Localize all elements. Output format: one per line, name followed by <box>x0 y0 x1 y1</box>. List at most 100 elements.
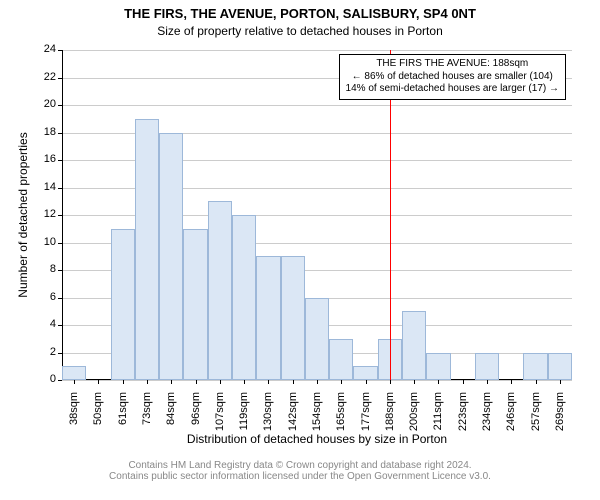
xtick-label: 154sqm <box>311 392 323 442</box>
ytick-label: 12 <box>32 208 56 220</box>
xtick-mark <box>463 380 464 384</box>
xtick-mark <box>366 380 367 384</box>
ytick-mark <box>58 353 62 354</box>
xtick-label: 211sqm <box>432 392 444 442</box>
y-axis-line <box>62 50 63 380</box>
xtick-label: 119sqm <box>238 392 250 442</box>
bar <box>475 353 499 381</box>
xtick-mark <box>268 380 269 384</box>
grid-line <box>62 105 572 106</box>
ytick-label: 6 <box>32 291 56 303</box>
xtick-label: 61sqm <box>117 392 129 442</box>
xtick-label: 142sqm <box>287 392 299 442</box>
ytick-mark <box>58 215 62 216</box>
bar <box>256 256 280 380</box>
xtick-label: 50sqm <box>92 392 104 442</box>
bar <box>548 353 572 381</box>
bar <box>159 133 183 381</box>
footer-line2: Contains public sector information licen… <box>0 471 600 482</box>
annotation-line1: THE FIRS THE AVENUE: 188sqm <box>346 58 559 71</box>
ytick-label: 4 <box>32 318 56 330</box>
ytick-label: 20 <box>32 98 56 110</box>
ytick-mark <box>58 160 62 161</box>
xtick-label: 234sqm <box>481 392 493 442</box>
xtick-label: 223sqm <box>457 392 469 442</box>
bar <box>183 229 207 380</box>
annotation-box: THE FIRS THE AVENUE: 188sqm ← 86% of det… <box>339 54 566 100</box>
chart-title: THE FIRS, THE AVENUE, PORTON, SALISBURY,… <box>0 6 600 21</box>
grid-line <box>62 50 572 51</box>
annotation-line2: ← 86% of detached houses are smaller (10… <box>346 71 559 84</box>
xtick-mark <box>74 380 75 384</box>
xtick-mark <box>196 380 197 384</box>
y-axis-label: Number of detached properties <box>16 50 30 380</box>
ytick-mark <box>58 325 62 326</box>
xtick-label: 246sqm <box>505 392 517 442</box>
ytick-mark <box>58 78 62 79</box>
xtick-mark <box>390 380 391 384</box>
chart-subtitle: Size of property relative to detached ho… <box>0 24 600 38</box>
xtick-label: 200sqm <box>408 392 420 442</box>
xtick-mark <box>293 380 294 384</box>
xtick-label: 257sqm <box>530 392 542 442</box>
ytick-mark <box>58 243 62 244</box>
chart-container: { "chart": { "type": "histogram", "title… <box>0 0 600 500</box>
bar <box>135 119 159 380</box>
ytick-mark <box>58 188 62 189</box>
xtick-mark <box>560 380 561 384</box>
bar <box>426 353 450 381</box>
ytick-label: 14 <box>32 181 56 193</box>
ytick-mark <box>58 50 62 51</box>
xtick-label: 177sqm <box>360 392 372 442</box>
xtick-mark <box>244 380 245 384</box>
ytick-label: 8 <box>32 263 56 275</box>
ytick-mark <box>58 133 62 134</box>
xtick-mark <box>341 380 342 384</box>
xtick-mark <box>438 380 439 384</box>
xtick-label: 73sqm <box>141 392 153 442</box>
bar <box>232 215 256 380</box>
xtick-label: 130sqm <box>262 392 274 442</box>
xtick-label: 84sqm <box>165 392 177 442</box>
annotation-line3: 14% of semi-detached houses are larger (… <box>346 83 559 96</box>
bar <box>305 298 329 381</box>
ytick-label: 22 <box>32 71 56 83</box>
xtick-label: 269sqm <box>554 392 566 442</box>
xtick-mark <box>487 380 488 384</box>
bar <box>353 366 377 380</box>
xtick-mark <box>536 380 537 384</box>
bar <box>281 256 305 380</box>
bar <box>62 366 86 380</box>
ytick-mark <box>58 270 62 271</box>
ytick-label: 2 <box>32 346 56 358</box>
footer: Contains HM Land Registry data © Crown c… <box>0 460 600 482</box>
ytick-mark <box>58 380 62 381</box>
xtick-label: 38sqm <box>68 392 80 442</box>
xtick-mark <box>414 380 415 384</box>
ytick-mark <box>58 298 62 299</box>
xtick-mark <box>171 380 172 384</box>
xtick-label: 96sqm <box>190 392 202 442</box>
bar <box>523 353 547 381</box>
xtick-mark <box>98 380 99 384</box>
bar <box>208 201 232 380</box>
bar <box>329 339 353 380</box>
ytick-label: 0 <box>32 373 56 385</box>
ytick-label: 10 <box>32 236 56 248</box>
ytick-label: 18 <box>32 126 56 138</box>
plot-area: THE FIRS THE AVENUE: 188sqm ← 86% of det… <box>62 50 572 380</box>
xtick-mark <box>220 380 221 384</box>
ytick-label: 24 <box>32 43 56 55</box>
xtick-label: 188sqm <box>384 392 396 442</box>
xtick-label: 165sqm <box>335 392 347 442</box>
reference-line <box>390 50 391 380</box>
xtick-mark <box>147 380 148 384</box>
ytick-label: 16 <box>32 153 56 165</box>
xtick-mark <box>511 380 512 384</box>
xtick-label: 107sqm <box>214 392 226 442</box>
footer-line1: Contains HM Land Registry data © Crown c… <box>0 460 600 471</box>
xtick-mark <box>317 380 318 384</box>
bar <box>402 311 426 380</box>
bar <box>111 229 135 380</box>
ytick-mark <box>58 105 62 106</box>
